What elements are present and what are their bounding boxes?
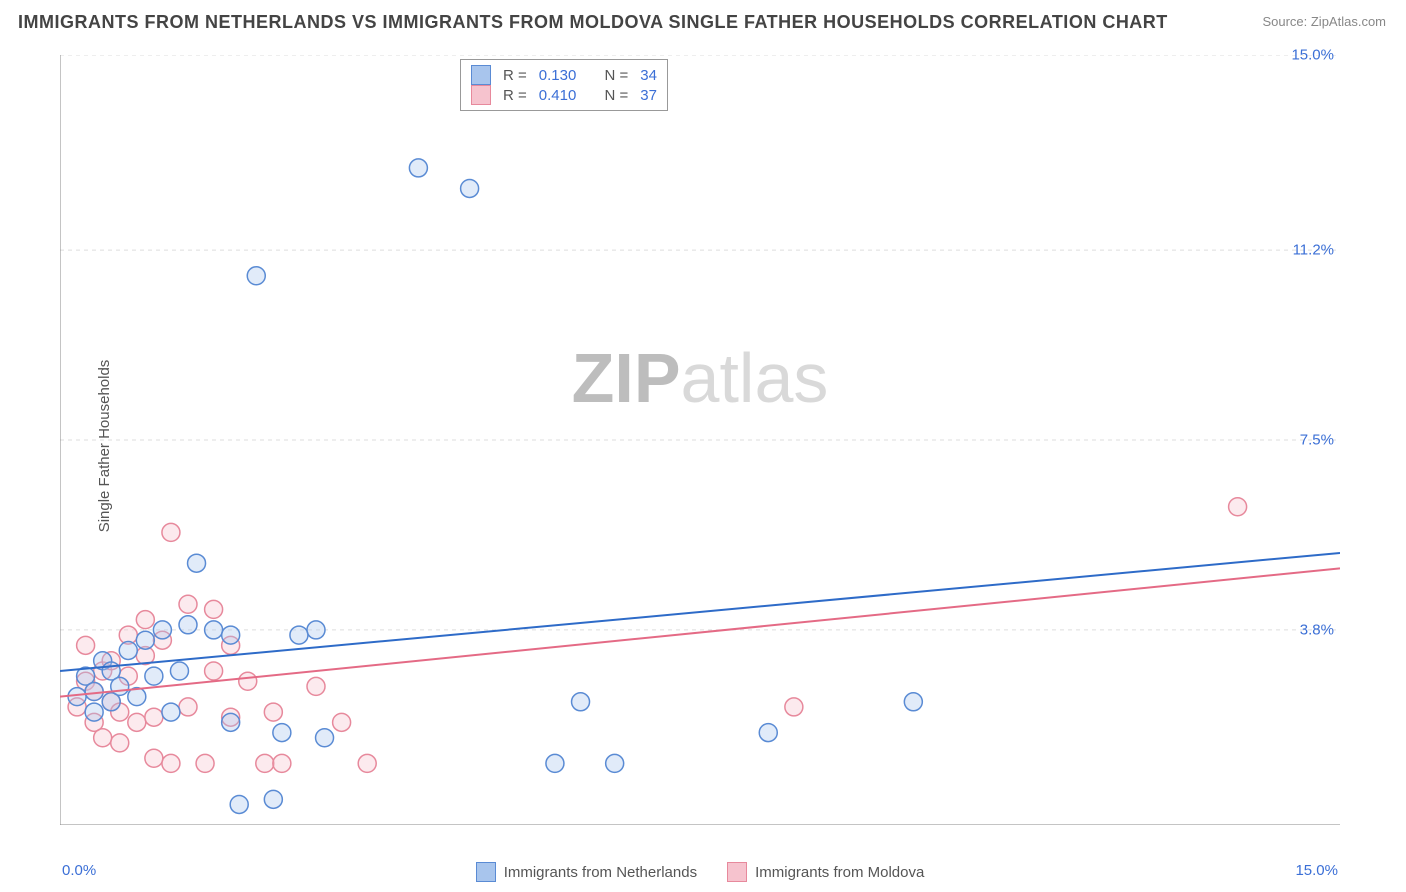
n-value-moldova: 37 bbox=[640, 87, 657, 104]
stat-row-netherlands: R = 0.130 N = 34 bbox=[471, 65, 657, 85]
x-axis-area: 0.0% 15.0% Immigrants from Netherlands I… bbox=[60, 830, 1340, 885]
y-tick-7-5: 7.5% bbox=[1300, 432, 1334, 449]
n-label-2: N = bbox=[604, 87, 628, 104]
swatch-moldova-icon bbox=[471, 85, 491, 105]
chart-svg bbox=[60, 55, 1340, 825]
r-label: R = bbox=[503, 67, 527, 84]
n-value-netherlands: 34 bbox=[640, 67, 657, 84]
legend-bottom: Immigrants from Netherlands Immigrants f… bbox=[60, 862, 1340, 882]
y-tick-3-8: 3.8% bbox=[1300, 622, 1334, 639]
legend-swatch-netherlands-icon bbox=[476, 862, 496, 882]
legend-label-moldova: Immigrants from Moldova bbox=[755, 864, 924, 881]
r-label-2: R = bbox=[503, 87, 527, 104]
r-value-netherlands: 0.130 bbox=[539, 67, 577, 84]
legend-swatch-moldova-icon bbox=[727, 862, 747, 882]
source-label: Source: ZipAtlas.com bbox=[1262, 14, 1386, 29]
n-label: N = bbox=[604, 67, 628, 84]
legend-item-moldova: Immigrants from Moldova bbox=[727, 862, 924, 882]
r-value-moldova: 0.410 bbox=[539, 87, 577, 104]
legend-label-netherlands: Immigrants from Netherlands bbox=[504, 864, 697, 881]
y-tick-15: 15.0% bbox=[1291, 47, 1334, 64]
stat-box: R = 0.130 N = 34 R = 0.410 N = 37 bbox=[460, 59, 668, 111]
chart-title: IMMIGRANTS FROM NETHERLANDS VS IMMIGRANT… bbox=[18, 12, 1168, 33]
legend-item-netherlands: Immigrants from Netherlands bbox=[476, 862, 697, 882]
stat-row-moldova: R = 0.410 N = 37 bbox=[471, 85, 657, 105]
swatch-netherlands-icon bbox=[471, 65, 491, 85]
chart-plot: ZIPatlas 15.0% 11.2% 7.5% 3.8% R = 0.130… bbox=[60, 55, 1340, 825]
y-tick-11-2: 11.2% bbox=[1293, 241, 1334, 258]
